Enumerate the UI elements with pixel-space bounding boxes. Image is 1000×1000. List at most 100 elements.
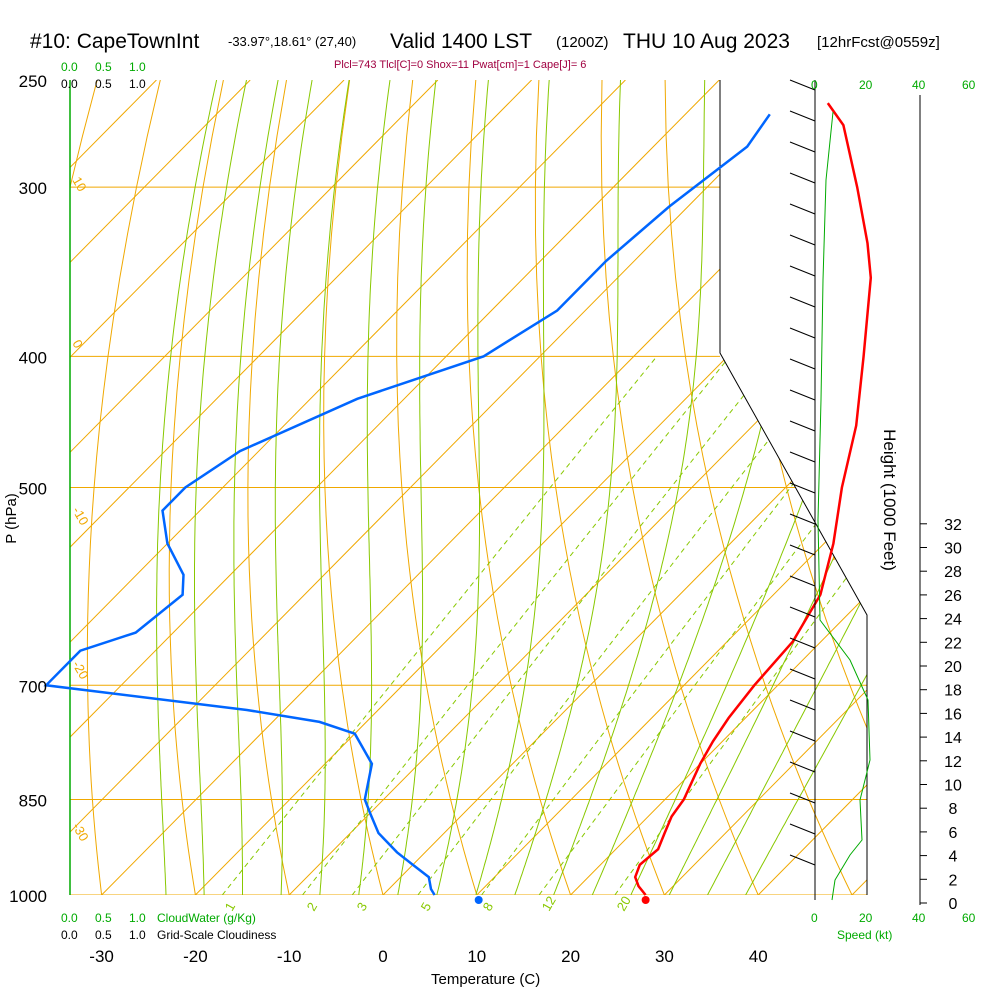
isotherm-line	[70, 80, 720, 738]
temperature-tick-label: 10	[467, 947, 486, 966]
pressure-tick-label: 850	[19, 791, 47, 810]
height-tick-label: 2	[949, 872, 958, 889]
cloudwater-scale-0: 0.0	[61, 60, 78, 74]
height-tick-label: 8	[949, 801, 958, 818]
speed-label: Speed (kt)	[837, 928, 893, 942]
height-tick-label: 4	[949, 849, 958, 866]
height-tick-label: 28	[944, 564, 962, 581]
cloudwater-label: CloudWater (g/Kg)	[157, 911, 256, 925]
speed-top-0: 0	[811, 78, 818, 92]
station-title: #10: CapeTownInt	[30, 30, 200, 53]
dewpoint-line	[43, 113, 771, 896]
height-tick-label: 32	[944, 517, 962, 534]
mixing-ratio-line	[417, 355, 835, 895]
surface-dewpoint-marker	[474, 896, 483, 904]
moist-adiabat-line	[475, 80, 550, 895]
temperature-tick-label: -30	[89, 947, 114, 966]
cloudiness-bottom-2: 1.0	[129, 928, 146, 942]
height-tick-label: 6	[949, 825, 958, 842]
x-axis-title: Temperature (C)	[431, 971, 541, 988]
wind-barb	[789, 358, 816, 370]
wind-barb	[789, 234, 816, 246]
wind-barb	[789, 668, 816, 680]
wind-barb	[789, 451, 816, 463]
mixing-ratio-label: 12	[539, 893, 559, 913]
dry-adiabat-line	[86, 80, 161, 895]
wind-barb	[789, 544, 816, 556]
isotherm-line	[382, 404, 867, 895]
isotherm-line	[70, 80, 345, 359]
cloudiness-bottom-1: 0.5	[95, 928, 112, 942]
temperature-tick-label: 40	[749, 947, 768, 966]
moist-adiabat-line	[397, 80, 437, 895]
isotherm-line	[664, 689, 867, 895]
wind-barb	[789, 854, 816, 866]
speed-bottom-0: 0	[811, 911, 818, 925]
isotherm-line	[476, 499, 867, 895]
wind-barb	[789, 637, 816, 649]
dry-adiabat-line	[396, 80, 478, 895]
mixing-ratio-label: 3	[354, 900, 371, 914]
pressure-tick-label: 1000	[9, 887, 47, 906]
wind-barb	[789, 265, 816, 277]
mixing-ratio-line	[351, 355, 776, 895]
moist-adiabat-line	[233, 80, 279, 895]
speed-top-40: 40	[912, 78, 926, 92]
wind-barb	[789, 482, 816, 494]
wind-speed-line	[817, 111, 871, 901]
mixing-ratio-label: 20	[614, 893, 634, 913]
cloudwater-bottom-1: 0.5	[95, 911, 112, 925]
height-tick-label: 12	[944, 754, 962, 771]
cloudiness-scale-2: 1.0	[129, 77, 146, 91]
wind-barb	[789, 79, 816, 91]
pressure-tick-label: 250	[19, 72, 47, 91]
moist-adiabat-line	[706, 589, 867, 895]
isotherm-line	[70, 80, 439, 453]
speed-bottom-60: 60	[962, 911, 976, 925]
height-tick-label: 0	[949, 896, 958, 913]
moist-adiabat-line	[553, 80, 706, 895]
speed-bottom-20: 20	[859, 911, 873, 925]
isotherm-line	[70, 80, 251, 264]
dry-adiabat-line	[466, 80, 572, 895]
dry-adiabat-label: -30	[69, 820, 91, 844]
temperature-tick-label: -10	[277, 947, 302, 966]
moist-adiabat-line	[745, 673, 867, 895]
temperature-line	[633, 102, 873, 896]
height-tick-label: 20	[944, 659, 962, 676]
isotherm-line	[70, 80, 626, 643]
isotherm-line	[288, 309, 867, 895]
mixing-ratio-line	[221, 355, 658, 895]
speed-bottom-40: 40	[912, 911, 926, 925]
wind-barb	[789, 141, 816, 153]
moist-adiabat-line	[358, 80, 391, 895]
mixing-ratio-label: 5	[418, 900, 435, 914]
wind-barb	[789, 172, 816, 184]
moist-adiabat-line	[319, 80, 350, 895]
moist-adiabat-line	[514, 80, 621, 895]
height-tick-label: 30	[944, 541, 962, 558]
dry-adiabat-line	[600, 80, 759, 895]
cloudwater-bottom-0: 0.0	[61, 911, 78, 925]
wind-barb	[789, 606, 816, 618]
temperature-tick-label: 30	[655, 947, 674, 966]
height-axis-title: Height (1000 Feet)	[879, 429, 899, 571]
isotherm-line	[70, 80, 814, 833]
dry-adiabat-line	[323, 80, 384, 895]
wind-barb	[789, 513, 816, 525]
cloudwater-scale-1: 0.5	[95, 60, 112, 74]
height-tick-label: 22	[944, 635, 962, 652]
stability-indices: Plcl=743 Tlcl[C]=0 Shox=11 Pwat[cm]=1 Ca…	[334, 59, 587, 71]
dry-adiabat-line	[664, 80, 853, 895]
temperature-tick-label: 20	[561, 947, 580, 966]
dry-adiabat-line	[247, 80, 290, 895]
wind-barb	[789, 110, 816, 122]
cloudiness-label: Grid-Scale Cloudiness	[157, 928, 277, 942]
height-tick-label: 16	[944, 706, 962, 723]
moist-adiabat-line	[274, 80, 313, 895]
forecast-info: [12hrFcst@0559z]	[817, 34, 940, 51]
height-tick-label: 24	[944, 612, 962, 629]
wind-barb	[789, 730, 816, 742]
mixing-ratio-line	[614, 549, 867, 895]
